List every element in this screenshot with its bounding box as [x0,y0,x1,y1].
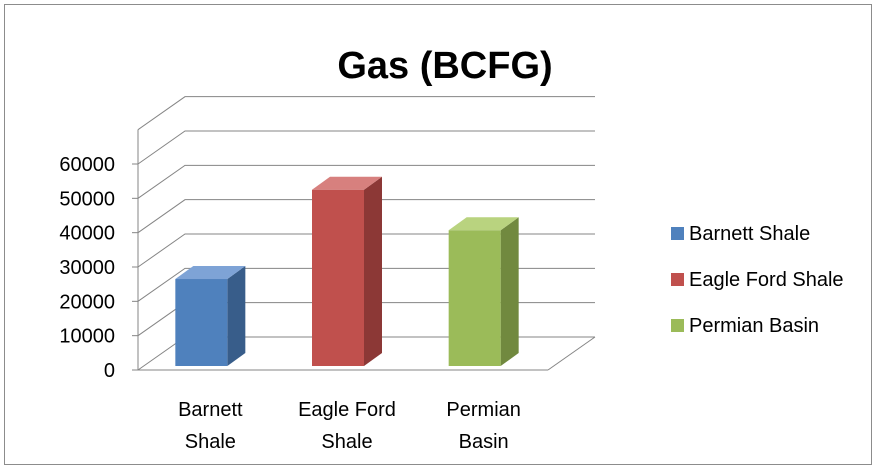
bar-side [227,266,246,366]
y-tick-label: 60000 [59,154,115,176]
legend-item: Permian Basin [671,315,819,337]
legend-label: Permian Basin [689,315,819,337]
y-tick-label: 20000 [59,291,115,313]
legend-item: Barnett Shale [671,223,810,245]
bar-top [448,217,519,231]
x-axis-ticks: Barnett Shale Eagle Ford Shale Permian Basin [178,399,521,453]
gridlines [137,96,595,371]
bar [312,176,382,366]
bar-chart: Gas (BCFG) 0 10000 20000 30000 40000 50000 600… [59,45,844,453]
floor-side-edge [547,336,596,371]
y-tick-label: 10000 [59,326,115,348]
legend-label: Eagle Ford Shale [689,269,844,291]
bar [448,217,519,366]
y-tick-label: 0 [104,360,115,382]
x-tick-label: Eagle Ford Shale [298,399,396,453]
x-tick-label: Permian Basin [446,399,520,453]
gridline [137,164,595,199]
x-tick-label: Barnett Shale [178,399,243,453]
gridline [137,199,595,234]
bar-front [312,189,364,366]
bar-front [448,230,501,366]
bar-front [175,279,228,366]
legend-item: Eagle Ford Shale [671,269,844,291]
bars [175,176,519,366]
bar-top [312,176,382,190]
legend-swatch [671,273,684,286]
axes [132,129,596,371]
y-tick-label: 50000 [59,188,115,210]
legend-swatch [671,319,684,332]
bar-side [500,217,519,366]
gridline [137,130,595,165]
legend-swatch [671,227,684,240]
y-axis-ticks: 0 10000 20000 30000 40000 50000 60000 [59,154,115,382]
legend-label: Barnett Shale [689,223,810,245]
bar-top [175,266,246,280]
y-tick-label: 40000 [59,223,115,245]
chart-title: Gas (BCFG) [337,45,552,87]
bar-side [364,176,382,366]
legend: Barnett Shale Eagle Ford Shale Permian Bas… [671,223,844,337]
y-tick-label: 30000 [59,257,115,279]
bar [175,266,246,366]
chart-frame: Gas (BCFG) 0 10000 20000 30000 40000 50000 600… [4,4,872,465]
gridline [137,96,595,131]
